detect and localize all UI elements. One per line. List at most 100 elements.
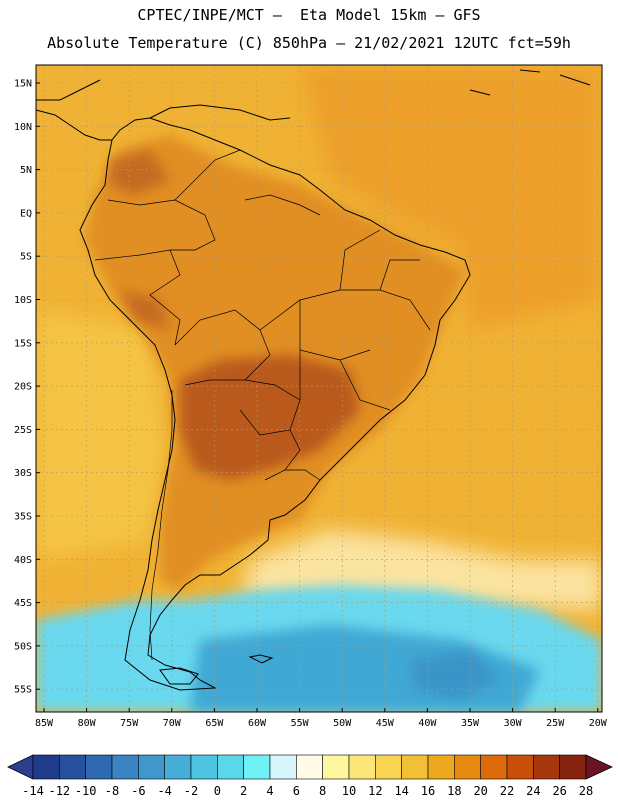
pacific-mild-band	[36, 310, 165, 560]
colorbar-label: 4	[266, 784, 273, 798]
border-guianas	[244, 194, 321, 216]
lat-tick-label: 35S	[14, 512, 32, 523]
lon-tick-label: 20W	[589, 718, 608, 729]
lat-tick-label: 55S	[14, 685, 32, 696]
lon-tick-label: 60W	[248, 718, 267, 729]
colorbar-swatch	[506, 754, 534, 780]
lat-tick-label: EQ	[20, 208, 32, 219]
colorbar-label: 16	[421, 784, 435, 798]
hot-core-north	[110, 150, 170, 195]
falkland-islands	[248, 654, 274, 664]
chart-title-line-1: CPTEC/INPE/MCT – Eta Model 15km – GFS	[137, 6, 481, 24]
colorbar-swatch	[454, 754, 481, 780]
central-america-coastline	[36, 79, 112, 141]
colorbar-swatch	[32, 754, 60, 780]
latitude-axis: 15N 10N 5N EQ 5S 10S 15S 20S 25S 30S 35S 40S 45S 50S 5…	[14, 79, 40, 696]
lat-tick-label: 40S	[14, 555, 32, 566]
colorbar-swatch	[559, 754, 587, 780]
colorbar-label: 26	[552, 784, 566, 798]
gridlines	[36, 65, 602, 712]
colorbar-label: -6	[131, 784, 145, 798]
lat-tick-label: 30S	[14, 468, 32, 479]
lon-tick-label: 70W	[163, 718, 182, 729]
lat-tick-label: 10N	[14, 122, 32, 133]
country-borders	[94, 149, 431, 661]
colorbar-swatch	[375, 754, 402, 780]
lat-tick-label: 15S	[14, 338, 32, 349]
caribbean-islands	[469, 69, 591, 96]
border-bolivia	[174, 309, 271, 386]
border-chile-argentina	[149, 390, 173, 661]
colorbar-swatch	[480, 754, 508, 780]
colorbar-swatch	[427, 754, 455, 780]
longitude-axis: 85W 80W 75W 70W 65W 60W 55W 50W 45W 40W 35W 30W 25W 2…	[35, 708, 608, 729]
colorbar-label: 10	[342, 784, 356, 798]
lon-tick-label: 80W	[78, 718, 97, 729]
colorbar-swatch	[164, 754, 192, 780]
colorbar-swatch	[59, 754, 86, 780]
border-uruguay	[285, 469, 321, 481]
lat-tick-label: 25S	[14, 425, 32, 436]
colorbar-swatch	[217, 754, 244, 780]
caribbean-coastline	[149, 104, 291, 121]
colorbar-label: 22	[500, 784, 514, 798]
colorbar-swatch	[533, 754, 560, 780]
border-peru-brazil	[94, 249, 181, 346]
colorbar-label: 18	[447, 784, 461, 798]
lat-tick-label: 15N	[14, 79, 32, 90]
colorbar-label: 0	[214, 784, 221, 798]
colorbar-label: 8	[319, 784, 326, 798]
colorbar-swatch	[322, 754, 350, 780]
lon-tick-label: 35W	[461, 718, 480, 729]
colorbar-label: 14	[394, 784, 408, 798]
colorbar-swatch	[401, 754, 429, 780]
colorbar-label: -12	[48, 784, 70, 798]
colorbar-swatch	[111, 754, 139, 780]
colorbar-label: 24	[526, 784, 540, 798]
colorbar-label: 28	[579, 784, 593, 798]
lat-tick-label: 5N	[20, 165, 32, 176]
lon-tick-label: 45W	[376, 718, 395, 729]
south-america-coastline	[79, 117, 471, 691]
atlantic-warm-band	[300, 65, 602, 330]
colorbar-label: -10	[75, 784, 97, 798]
border-argentina-brazil	[264, 429, 301, 481]
colorbar-swatch	[85, 754, 113, 780]
colorbar-under-arrow	[7, 754, 34, 780]
chart-title-line-2: Absolute Temperature (C) 850hPa – 21/02/…	[47, 34, 571, 52]
border-colombia	[107, 199, 216, 251]
colorbar-swatch	[296, 754, 323, 780]
colorbar-label: 20	[473, 784, 487, 798]
border-venezuela	[174, 149, 241, 201]
lon-tick-label: 65W	[205, 718, 224, 729]
hot-core-chaco	[180, 355, 360, 480]
colorbar-label: -8	[105, 784, 119, 798]
colorbar-label: 12	[368, 784, 382, 798]
coastlines	[36, 69, 591, 691]
colorbar-swatch	[269, 754, 297, 780]
hot-core-andes	[120, 290, 170, 330]
lon-tick-label: 25W	[546, 718, 565, 729]
colorbar-label: -4	[157, 784, 171, 798]
lon-tick-label: 85W	[35, 718, 54, 729]
lat-tick-label: 45S	[14, 598, 32, 609]
colorbar-label: -14	[22, 784, 44, 798]
tierra-del-fuego	[159, 667, 199, 685]
colorbar-label: -2	[184, 784, 198, 798]
colorbar-over-arrow	[585, 754, 613, 780]
lon-tick-label: 55W	[291, 718, 310, 729]
plot-frame	[35, 64, 603, 713]
lat-tick-label: 10S	[14, 295, 32, 306]
coldest-eddy	[410, 650, 500, 700]
lat-tick-label: 50S	[14, 641, 32, 652]
colorbar-label: 6	[293, 784, 300, 798]
lat-tick-label: 20S	[14, 382, 32, 393]
colorbar-swatch	[190, 754, 218, 780]
lat-tick-label: 5S	[20, 252, 32, 263]
border-paraguay	[239, 379, 301, 436]
colorbar-swatch	[243, 754, 271, 780]
colorbar-swatch	[138, 754, 165, 780]
lon-tick-label: 75W	[120, 718, 139, 729]
colorbar-label: 2	[240, 784, 247, 798]
